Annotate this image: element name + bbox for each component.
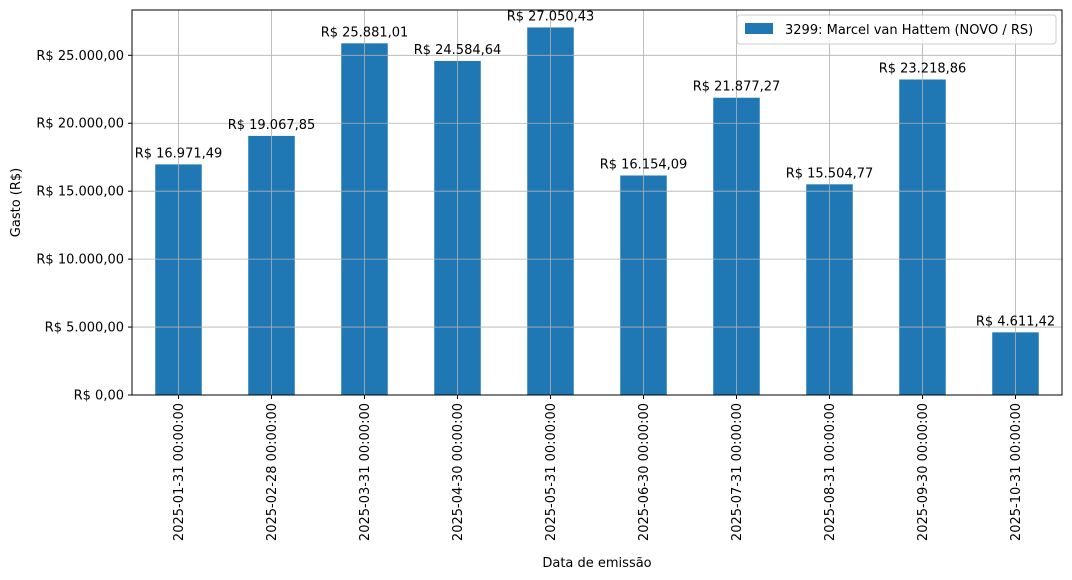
data-label: R$ 16.971,49: [135, 146, 223, 161]
data-label: R$ 27.050,43: [507, 9, 595, 24]
y-axis-title: Gasto (R$): [9, 168, 24, 237]
x-tick-label: 2025-06-30 00:00:00: [637, 403, 652, 541]
data-labels: R$ 16.971,49 R$ 19.067,85 R$ 25.881,01 R$ 2…: [132, 9, 1062, 396]
data-label: R$ 23.218,86: [879, 62, 967, 77]
x-tick-label: 2025-10-31 00:00:00: [1009, 403, 1024, 541]
y-tick-label: R$ 15.000,00: [36, 185, 124, 200]
data-label: R$ 16.154,09: [600, 157, 688, 172]
bars: [155, 27, 1039, 396]
data-label: R$ 25.881,01: [321, 25, 409, 40]
x-tick-label: 2025-08-31 00:00:00: [823, 403, 838, 541]
x-tick-label: 2025-04-30 00:00:00: [451, 403, 466, 541]
y-tick-label: R$ 25.000,00: [36, 49, 124, 64]
data-label: R$ 21.877,27: [693, 80, 781, 95]
legend-label: 3299: Marcel van Hattem (NOVO / RS): [785, 23, 1033, 38]
y-tick-label: R$ 10.000,00: [36, 253, 124, 268]
data-label: R$ 24.584,64: [414, 43, 502, 58]
plot-frame: [131, 9, 1063, 396]
data-label: R$ 4.611,42: [976, 314, 1055, 329]
x-tick-label: 2025-09-30 00:00:00: [916, 403, 931, 541]
x-tick-label: 2025-01-31 00:00:00: [172, 403, 187, 541]
y-tick-label: R$ 0,00: [74, 389, 124, 404]
x-axis-title: Data de emissão: [542, 556, 651, 571]
data-label: R$ 15.504,77: [786, 166, 874, 181]
legend-box: [736, 14, 1057, 45]
x-axis: 2025-01-31 00:00:00 2025-02-28 00:00:00 20…: [172, 395, 1024, 541]
legend: 3299: Marcel van Hattem (NOVO / RS): [736, 14, 1057, 45]
x-tick-label: 2025-05-31 00:00:00: [544, 403, 559, 541]
legend-swatch: [745, 23, 773, 34]
x-tick-label: 2025-02-28 00:00:00: [265, 403, 280, 541]
x-tick-label: 2025-03-31 00:00:00: [358, 403, 373, 541]
data-label: R$ 19.067,85: [228, 118, 316, 133]
y-tick-label: R$ 5.000,00: [45, 321, 124, 336]
y-tick-label: R$ 20.000,00: [36, 117, 124, 132]
x-tick-label: 2025-07-31 00:00:00: [730, 403, 745, 541]
y-axis: R$ 0,00 R$ 5.000,00 R$ 10.000,00 R$ 15.000,…: [36, 49, 132, 404]
